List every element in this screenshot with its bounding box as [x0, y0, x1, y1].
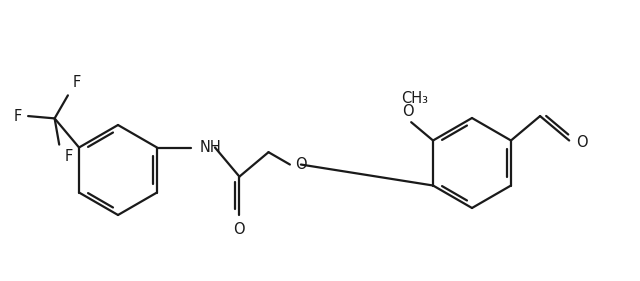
Text: O: O [576, 135, 588, 150]
Text: CH₃: CH₃ [401, 91, 428, 106]
Text: F: F [64, 149, 72, 164]
Text: NH: NH [200, 140, 221, 155]
Text: O: O [295, 157, 307, 172]
Text: F: F [73, 75, 81, 90]
Text: F: F [14, 108, 22, 124]
Text: O: O [403, 104, 414, 119]
Text: O: O [234, 222, 245, 237]
